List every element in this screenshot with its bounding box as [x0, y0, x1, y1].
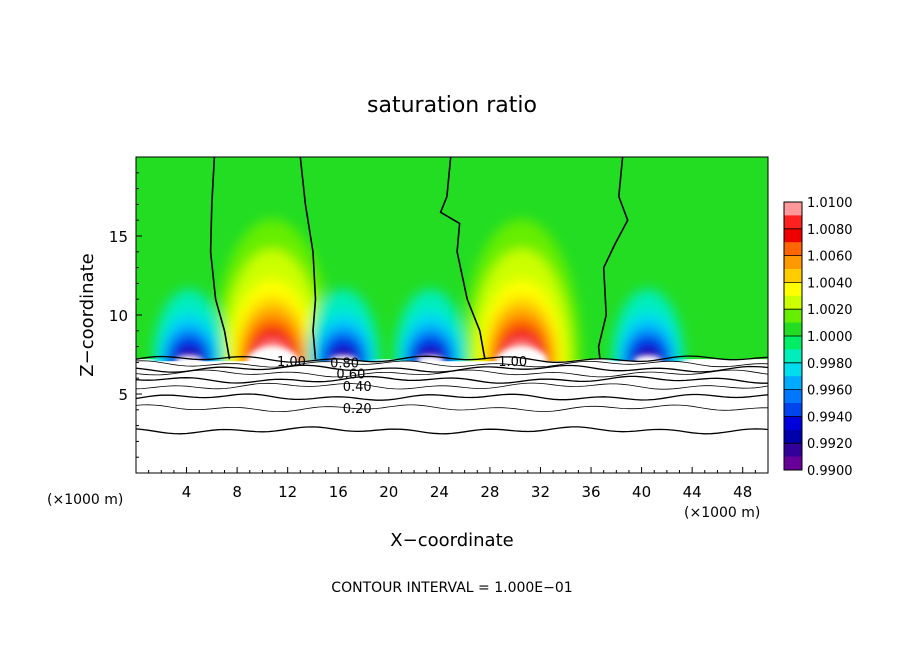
y-tick-label: 5	[118, 386, 128, 404]
contour-line	[136, 382, 768, 390]
colorbar-segment	[784, 429, 802, 444]
colorbar-segment	[784, 202, 802, 216]
colorbar-segment	[784, 389, 802, 404]
colorbar-segment	[784, 322, 802, 337]
x-unit-right: (×1000 m)	[684, 505, 760, 521]
x-tick-label: 12	[278, 483, 297, 501]
contour-line	[299, 157, 317, 360]
contour-line	[136, 404, 768, 413]
contour-line	[136, 360, 768, 368]
contour-line	[136, 355, 768, 363]
colorbar-segment	[784, 269, 802, 283]
contour-interval-footer: CONTOUR INTERVAL = 1.000E−01	[331, 580, 572, 596]
y-tick-label: 10	[109, 307, 128, 325]
x-axis: 4 8 12 16 20 24 28 32 36 40 44 48	[148, 467, 756, 501]
colorbar-segment	[784, 443, 802, 458]
x-tick-label: 8	[232, 483, 242, 501]
colorbar-segment	[784, 416, 802, 431]
colorbar-segment	[784, 282, 802, 297]
x-unit-left: (×1000 m)	[47, 492, 123, 508]
colorbar-segment	[784, 362, 802, 377]
x-tick-label: 16	[329, 483, 348, 501]
x-axis-label: X−coordinate	[390, 530, 513, 551]
x-tick-label: 24	[430, 483, 449, 501]
contour-line	[136, 369, 768, 378]
x-tick-label: 44	[683, 483, 702, 501]
contour-label: 0.20	[343, 402, 372, 417]
contour-label: 0.60	[336, 367, 365, 382]
plot-area	[136, 157, 768, 473]
x-tick-label: 4	[182, 483, 192, 501]
colorbar-label: 1.0060	[807, 250, 853, 265]
colorbar: 1.0100 1.0080 1.0060 1.0040 1.0020 1.0000 0.99…	[783, 196, 853, 479]
colorbar-label: 0.9900	[807, 464, 853, 479]
contour-label: 1.00	[498, 355, 527, 370]
contour-line	[136, 375, 768, 384]
colorbar-segment	[784, 215, 802, 230]
y-tick-label: 15	[109, 228, 128, 246]
colorbar-segment	[784, 255, 802, 270]
colorbar-label: 1.0000	[807, 330, 853, 345]
x-tick-label: 40	[632, 483, 651, 501]
contour-line	[597, 157, 629, 360]
x-tick-label: 48	[733, 483, 752, 501]
colorbar-label: 0.9940	[807, 410, 853, 425]
x-tick-label: 28	[480, 483, 499, 501]
contour-line	[136, 393, 768, 401]
y-axis: 5 10 15	[109, 172, 142, 458]
contour-lines	[136, 157, 768, 435]
colorbar-label: 1.0080	[807, 223, 853, 238]
colorbar-label: 1.0040	[807, 276, 853, 291]
contour-label: 0.40	[343, 380, 372, 395]
colorbar-segment	[784, 336, 802, 350]
colorbar-segment	[784, 309, 802, 324]
contour-line	[439, 157, 486, 360]
colorbar-segment	[784, 349, 802, 364]
x-tick-label: 20	[379, 483, 398, 501]
contour-line	[209, 157, 231, 360]
y-axis-label: Z−coordinate	[77, 253, 98, 376]
contour-line	[136, 426, 768, 435]
colorbar-segment	[784, 376, 802, 391]
colorbar-segment	[784, 228, 802, 243]
x-tick-label: 36	[581, 483, 600, 501]
contour-labels: 1.00 0.800.600.40 0.20 1.00	[277, 355, 527, 417]
contour-label: 1.00	[277, 355, 306, 370]
colorbar-label: 0.9980	[807, 357, 853, 372]
colorbar-label: 1.0020	[807, 303, 853, 318]
colorbar-segment	[784, 456, 802, 471]
colorbar-segment	[784, 403, 802, 417]
contour-label: 0.80	[330, 356, 359, 371]
colorbar-segment	[784, 242, 802, 257]
x-tick-label: 32	[531, 483, 550, 501]
chart-title: saturation ratio	[367, 93, 537, 118]
colorbar-segment	[784, 295, 802, 310]
colorbar-label: 0.9920	[807, 437, 853, 452]
colorbar-label: 0.9960	[807, 384, 853, 399]
colorbar-label: 1.0100	[807, 196, 853, 211]
